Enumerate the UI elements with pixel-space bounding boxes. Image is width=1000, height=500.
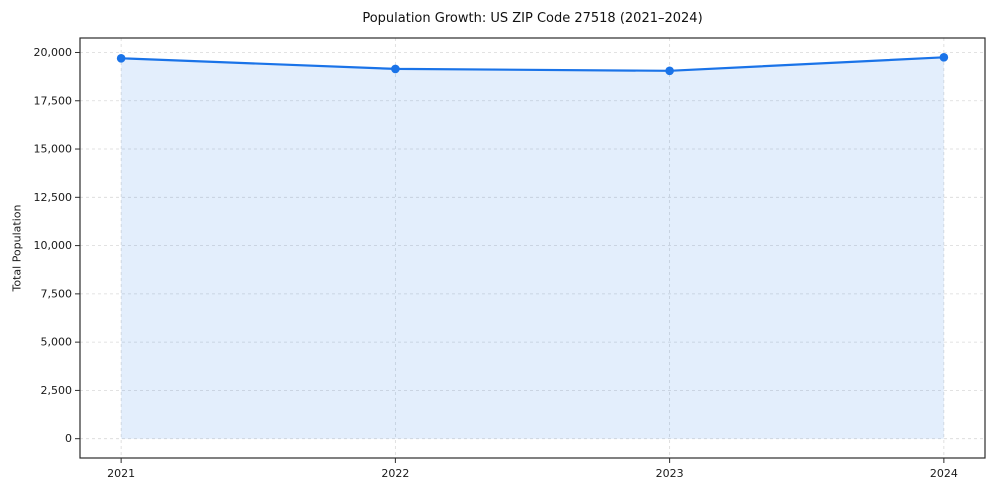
- chart-title: Population Growth: US ZIP Code 27518 (20…: [362, 11, 703, 26]
- area-fill: [121, 57, 944, 439]
- data-point-marker: [116, 53, 126, 63]
- series-line: [120, 56, 945, 72]
- y-tick-label: 10,000: [34, 239, 73, 252]
- y-tick-label: 0: [65, 432, 72, 445]
- x-tick-label: 2021: [107, 467, 135, 480]
- y-tick-label: 5,000: [41, 336, 73, 349]
- y-tick-label: 7,500: [41, 287, 73, 300]
- x-tick-label: 2023: [656, 467, 684, 480]
- y-tick-label: 15,000: [34, 143, 73, 156]
- y-tick-label: 12,500: [34, 191, 73, 204]
- data-point-marker: [939, 53, 949, 62]
- y-tick-label: 17,500: [34, 94, 73, 107]
- y-tick-label: 2,500: [41, 384, 73, 397]
- data-point-marker: [665, 66, 674, 76]
- y-tick-label: 20,000: [34, 46, 73, 59]
- plot-border: [79, 37, 986, 459]
- x-tick-label: 2022: [381, 467, 409, 480]
- data-point-marker: [391, 64, 400, 74]
- x-tick-label: 2024: [930, 467, 958, 480]
